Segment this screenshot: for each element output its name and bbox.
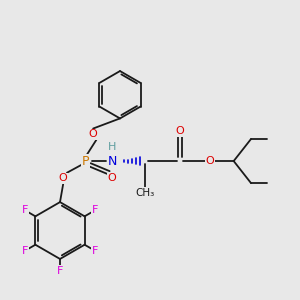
Text: O: O: [59, 173, 68, 183]
Text: O: O: [206, 156, 214, 166]
Text: O: O: [176, 126, 184, 136]
Text: N: N: [107, 154, 117, 168]
Text: F: F: [92, 246, 98, 256]
Text: O: O: [108, 173, 116, 183]
Text: F: F: [22, 246, 28, 256]
Text: P: P: [82, 154, 89, 168]
Text: O: O: [89, 129, 98, 139]
Text: F: F: [22, 205, 28, 215]
Text: F: F: [57, 266, 63, 276]
Text: H: H: [108, 142, 116, 152]
Text: F: F: [92, 205, 98, 215]
Text: CH₃: CH₃: [136, 188, 155, 198]
